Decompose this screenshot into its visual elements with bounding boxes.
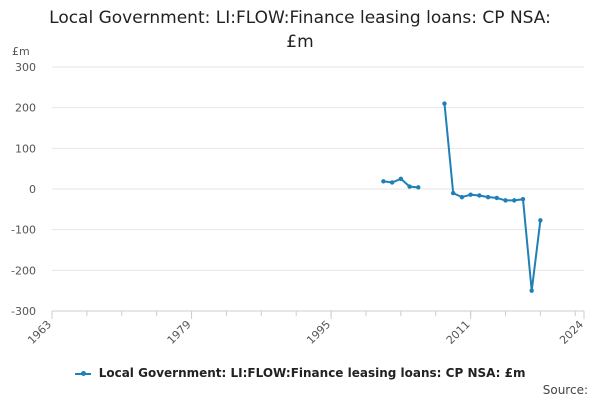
data-point[interactable]	[494, 195, 499, 201]
x-tick-label: 2024	[557, 318, 586, 347]
data-point[interactable]	[512, 198, 517, 203]
y-tick-label: 300	[15, 61, 36, 74]
y-tick-label: 100	[15, 142, 36, 155]
y-tick-label: 0	[29, 183, 36, 196]
x-axis: 1963 1979 1995 2011 2024	[25, 310, 586, 347]
chart-title-line-2: £m	[286, 32, 314, 52]
data-point[interactable]	[459, 194, 465, 200]
data-point[interactable]	[407, 184, 412, 189]
y-tick-label: 200	[15, 102, 36, 115]
data-point[interactable]	[520, 196, 526, 202]
y-axis-ticks: 300 200 100 0 -100 -200 -300	[11, 61, 36, 318]
grid-lines	[52, 66, 584, 312]
data-point[interactable]	[442, 101, 447, 106]
chart-title-line-1: Local Government: LI:FLOW:Finance leasin…	[49, 8, 551, 28]
legend[interactable]: Local Government: LI:FLOW:Finance leasin…	[0, 366, 600, 380]
data-point[interactable]	[468, 192, 473, 197]
data-point[interactable]	[389, 180, 395, 185]
y-tick-label: -300	[11, 305, 36, 318]
y-tick-label: -100	[11, 224, 36, 237]
y-axis-unit-label: £m	[12, 45, 30, 58]
data-point[interactable]	[398, 176, 404, 182]
x-tick-label: 1995	[304, 318, 333, 347]
data-point[interactable]	[381, 179, 386, 184]
legend-swatch-icon	[74, 370, 91, 376]
data-point[interactable]	[485, 194, 491, 200]
data-point[interactable]	[503, 198, 508, 203]
series-group	[381, 101, 543, 293]
legend-label: Local Government: LI:FLOW:Finance leasin…	[98, 366, 526, 380]
x-tick-label: 1963	[25, 318, 54, 347]
chart-title: Local Government: LI:FLOW:Finance leasin…	[0, 6, 600, 54]
data-point[interactable]	[450, 190, 456, 196]
data-point[interactable]	[538, 218, 543, 223]
x-tick-label: 1979	[165, 318, 194, 347]
data-point[interactable]	[416, 185, 421, 190]
y-tick-label: -200	[11, 264, 36, 277]
data-point[interactable]	[529, 288, 534, 293]
source-label: Source:	[542, 383, 588, 397]
series-line	[443, 103, 542, 292]
data-point[interactable]	[477, 193, 482, 198]
x-tick-label: 2011	[444, 318, 473, 347]
